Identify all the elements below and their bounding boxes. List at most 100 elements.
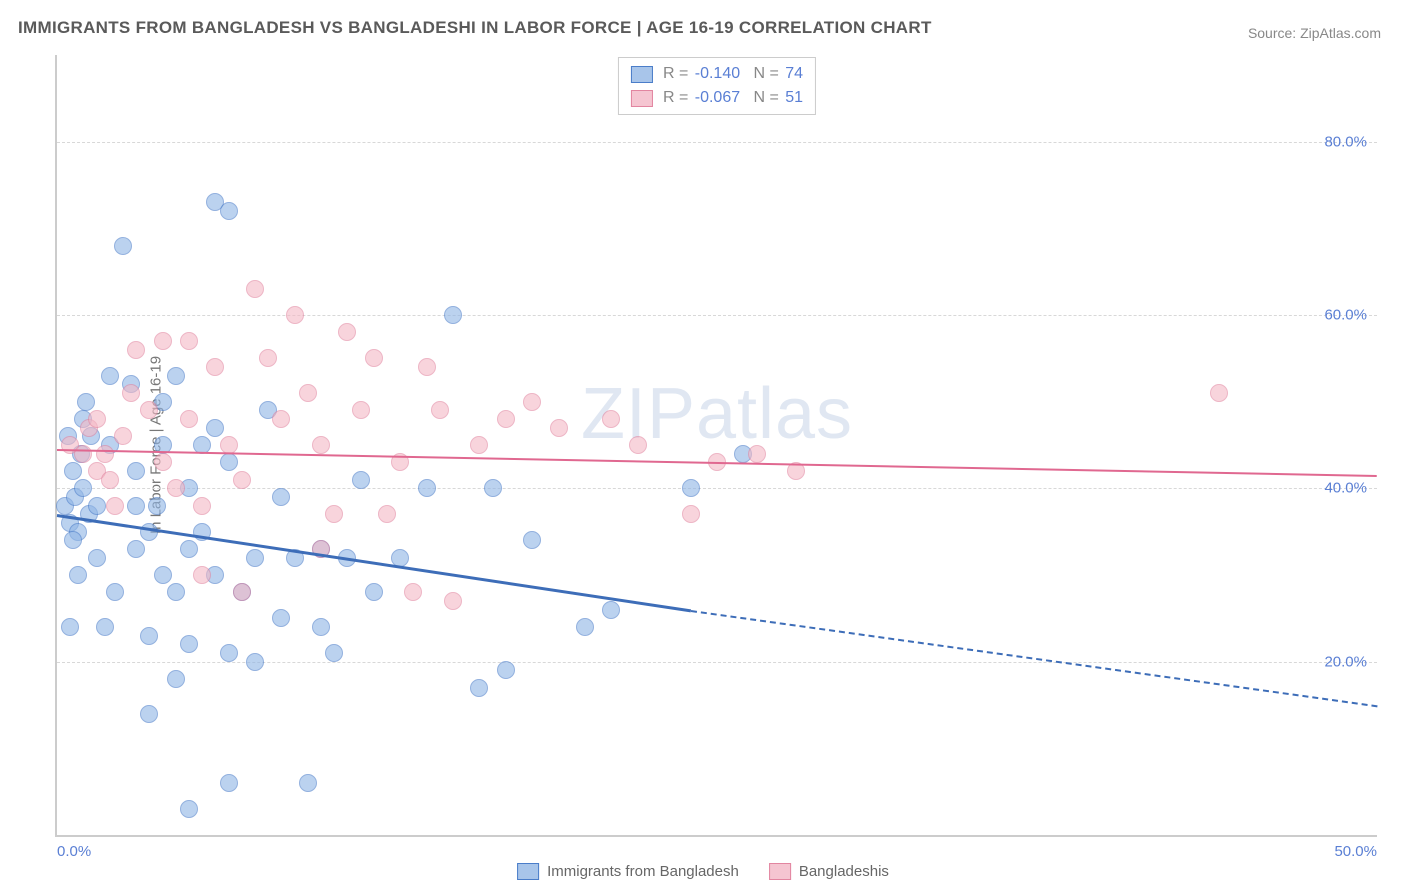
trend-line bbox=[690, 610, 1377, 707]
scatter-point bbox=[246, 280, 264, 298]
watermark: ZIPatlas bbox=[581, 373, 853, 455]
legend-series: Immigrants from Bangladesh Bangladeshis bbox=[517, 863, 889, 880]
scatter-point bbox=[96, 445, 114, 463]
scatter-point bbox=[127, 540, 145, 558]
scatter-point bbox=[299, 774, 317, 792]
scatter-point bbox=[69, 566, 87, 584]
scatter-point bbox=[444, 306, 462, 324]
scatter-point bbox=[101, 367, 119, 385]
scatter-point bbox=[444, 592, 462, 610]
legend-swatch-icon bbox=[517, 863, 539, 880]
scatter-point bbox=[64, 531, 82, 549]
scatter-point bbox=[602, 410, 620, 428]
scatter-point bbox=[154, 566, 172, 584]
scatter-point bbox=[140, 705, 158, 723]
legend-series-label: Bangladeshis bbox=[799, 863, 889, 880]
scatter-point bbox=[352, 471, 370, 489]
scatter-point bbox=[180, 540, 198, 558]
legend-swatch-icon bbox=[769, 863, 791, 880]
scatter-point bbox=[497, 410, 515, 428]
gridline-horizontal bbox=[57, 488, 1377, 489]
scatter-point bbox=[88, 410, 106, 428]
scatter-point bbox=[576, 618, 594, 636]
scatter-point bbox=[206, 419, 224, 437]
x-tick-label: 0.0% bbox=[57, 843, 91, 860]
scatter-point bbox=[404, 583, 422, 601]
scatter-point bbox=[286, 306, 304, 324]
scatter-point bbox=[325, 644, 343, 662]
scatter-point bbox=[220, 202, 238, 220]
scatter-point bbox=[550, 419, 568, 437]
legend-stat-row: R = -0.140 N = 74 bbox=[631, 62, 803, 86]
scatter-point bbox=[272, 410, 290, 428]
scatter-point bbox=[106, 497, 124, 515]
scatter-point bbox=[352, 401, 370, 419]
scatter-point bbox=[154, 453, 172, 471]
scatter-point bbox=[88, 549, 106, 567]
source-attribution: Source: ZipAtlas.com bbox=[1248, 25, 1381, 41]
scatter-point bbox=[602, 601, 620, 619]
scatter-point bbox=[325, 505, 343, 523]
scatter-point bbox=[122, 384, 140, 402]
scatter-point bbox=[299, 384, 317, 402]
y-tick-label: 20.0% bbox=[1324, 653, 1367, 670]
scatter-point bbox=[180, 410, 198, 428]
scatter-point bbox=[127, 341, 145, 359]
plot-area: In Labor Force | Age 16-19 ZIPatlas R = … bbox=[55, 55, 1377, 837]
scatter-point bbox=[96, 618, 114, 636]
scatter-point bbox=[523, 393, 541, 411]
scatter-point bbox=[106, 583, 124, 601]
x-tick-label: 50.0% bbox=[1334, 843, 1377, 860]
scatter-point bbox=[431, 401, 449, 419]
scatter-point bbox=[140, 401, 158, 419]
scatter-point bbox=[259, 349, 277, 367]
scatter-point bbox=[338, 323, 356, 341]
scatter-point bbox=[312, 436, 330, 454]
scatter-point bbox=[193, 566, 211, 584]
scatter-point bbox=[497, 661, 515, 679]
scatter-point bbox=[470, 679, 488, 697]
y-tick-label: 40.0% bbox=[1324, 480, 1367, 497]
scatter-point bbox=[220, 453, 238, 471]
scatter-point bbox=[272, 488, 290, 506]
scatter-point bbox=[378, 505, 396, 523]
scatter-point bbox=[167, 670, 185, 688]
scatter-point bbox=[220, 644, 238, 662]
scatter-point bbox=[88, 497, 106, 515]
chart-title: IMMIGRANTS FROM BANGLADESH VS BANGLADESH… bbox=[18, 18, 932, 38]
scatter-point bbox=[167, 583, 185, 601]
scatter-point bbox=[365, 349, 383, 367]
y-tick-label: 60.0% bbox=[1324, 307, 1367, 324]
scatter-point bbox=[272, 609, 290, 627]
scatter-point bbox=[114, 237, 132, 255]
scatter-point bbox=[77, 393, 95, 411]
scatter-point bbox=[127, 497, 145, 515]
scatter-point bbox=[233, 583, 251, 601]
scatter-point bbox=[167, 479, 185, 497]
scatter-point bbox=[74, 445, 92, 463]
legend-stat-row: R = -0.067 N = 51 bbox=[631, 86, 803, 110]
gridline-horizontal bbox=[57, 142, 1377, 143]
scatter-point bbox=[682, 479, 700, 497]
scatter-point bbox=[127, 462, 145, 480]
scatter-point bbox=[140, 627, 158, 645]
gridline-horizontal bbox=[57, 315, 1377, 316]
scatter-point bbox=[629, 436, 647, 454]
scatter-point bbox=[418, 479, 436, 497]
y-tick-label: 80.0% bbox=[1324, 133, 1367, 150]
scatter-point bbox=[180, 635, 198, 653]
legend-series-item: Immigrants from Bangladesh bbox=[517, 863, 739, 880]
scatter-point bbox=[61, 618, 79, 636]
scatter-point bbox=[523, 531, 541, 549]
scatter-point bbox=[193, 497, 211, 515]
legend-series-label: Immigrants from Bangladesh bbox=[547, 863, 739, 880]
scatter-point bbox=[167, 367, 185, 385]
scatter-point bbox=[206, 358, 224, 376]
legend-swatch-icon bbox=[631, 66, 653, 83]
scatter-point bbox=[365, 583, 383, 601]
scatter-point bbox=[74, 479, 92, 497]
legend-series-item: Bangladeshis bbox=[769, 863, 889, 880]
scatter-point bbox=[748, 445, 766, 463]
scatter-point bbox=[114, 427, 132, 445]
scatter-point bbox=[312, 618, 330, 636]
